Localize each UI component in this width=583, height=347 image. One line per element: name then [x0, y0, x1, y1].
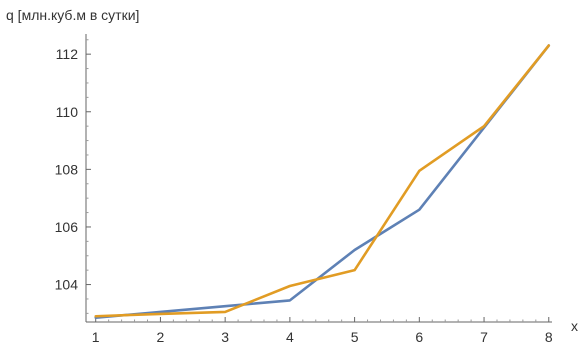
y-ticks: 104 106 108 110 112 — [55, 39, 91, 314]
y-tick-label: 108 — [55, 161, 79, 177]
x-ticks: 1 2 3 4 5 6 7 8 — [92, 317, 553, 345]
x-tick-label: 8 — [545, 329, 553, 345]
x-tick-label: 1 — [92, 329, 100, 345]
x-tick-label: 3 — [221, 329, 229, 345]
y-tick-label: 104 — [55, 277, 79, 293]
x-axis-label: x — [571, 318, 578, 334]
x-tick-label: 4 — [286, 329, 294, 345]
y-tick-label: 110 — [56, 104, 79, 120]
x-tick-label: 5 — [351, 329, 359, 345]
y-tick-label: 106 — [55, 219, 79, 235]
x-tick-label: 7 — [480, 329, 488, 345]
axes — [85, 34, 552, 323]
y-axis-label: q [млн.куб.м в сутки] — [6, 7, 139, 23]
x-tick-label: 2 — [157, 329, 165, 345]
series-line-2 — [94, 44, 551, 318]
series-group — [94, 44, 551, 319]
series-line-1 — [94, 44, 551, 319]
x-tick-label: 6 — [415, 329, 423, 345]
y-tick-label: 112 — [56, 46, 79, 62]
